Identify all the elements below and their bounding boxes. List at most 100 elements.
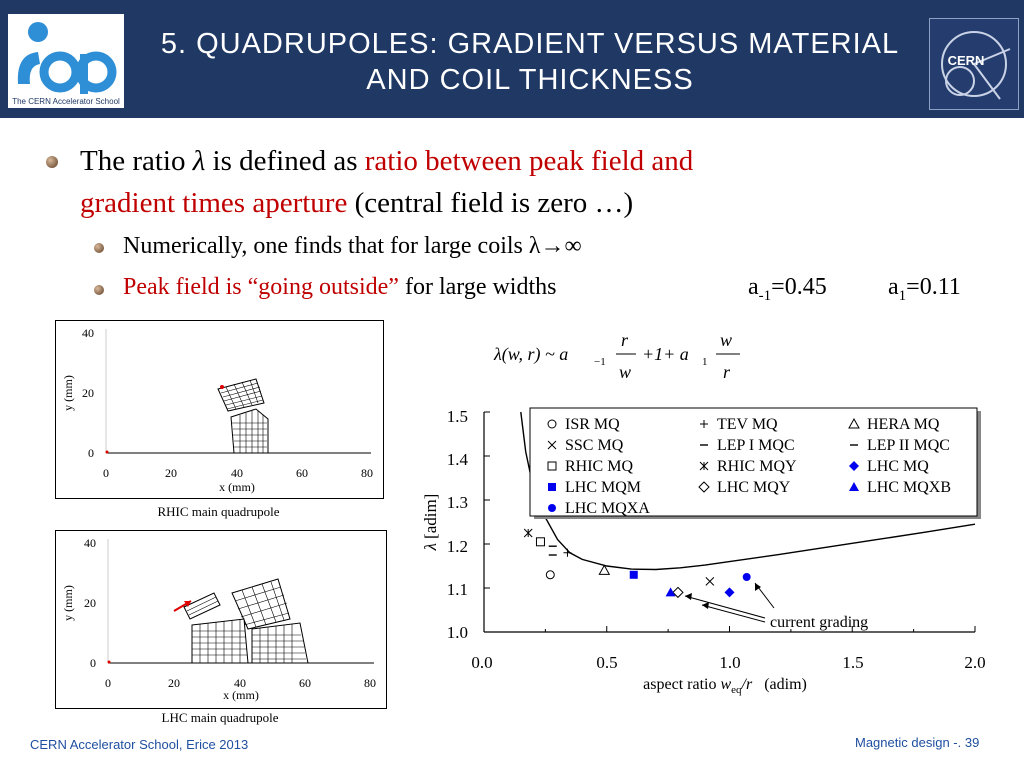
coef-label: a: [748, 274, 759, 300]
y-tick-label: 1.1: [447, 580, 468, 599]
formula-frac1-num: r: [621, 330, 629, 350]
legend-marker-icon: [700, 420, 708, 428]
main-red-2: gradient times aperture: [80, 187, 348, 219]
y-tick-label: 1.3: [447, 493, 468, 512]
annotation-arrow: [701, 604, 766, 623]
title-bar: The CERN Accelerator School 5. Quadrupol…: [0, 0, 1024, 118]
legend-marker-icon: [547, 461, 557, 471]
coefficient-a1: a1=0.11: [888, 272, 961, 311]
legend-marker-icon: [849, 461, 859, 471]
y-axis-unit: [adim]: [421, 494, 440, 539]
x-tick-label: 0: [105, 676, 111, 690]
page-title: 5. Quadrupoles: gradient versus material…: [140, 26, 920, 98]
rhic-coil-svg: 0 20 40 60 80 0 20 40 x (mm) y (mm): [61, 326, 373, 494]
x-axis-label: aspect ratio weq/r (adim): [643, 676, 807, 696]
legend-marker-icon: [547, 419, 557, 429]
legend-box: [529, 407, 978, 517]
cas-logo-caption: The CERN Accelerator School: [12, 97, 120, 106]
lambda-symbol: λ: [192, 145, 206, 177]
data-point-ssc-mq: [705, 577, 715, 586]
lhc-coil-svg: 0 20 40 60 80 0 20 40 x (mm) y (mm): [61, 536, 376, 702]
x-tick-label: 80: [364, 676, 376, 690]
y-tick-label: 1.4: [447, 450, 469, 469]
legend-label: LHC MQXA: [565, 500, 650, 517]
main-text-mid: is defined as: [205, 145, 365, 177]
annotation-group: current grading: [684, 582, 868, 631]
coef-sub: 1: [898, 287, 907, 304]
sub-bullet-1: Numerically, one finds that for large co…: [123, 233, 582, 259]
coef-value: =0.11: [906, 274, 961, 300]
x-tick-label: 1.0: [719, 653, 740, 672]
rhic-plot-caption: RHIC main quadrupole: [157, 504, 280, 519]
formula-frac1-den: w: [619, 362, 631, 382]
lhc-coil-block-lower-right: [251, 622, 309, 664]
main-text-post: (central field is zero …): [347, 187, 634, 219]
y-tick-label: 40: [82, 326, 94, 340]
data-point-lhc-mqxa: [742, 573, 751, 581]
data-point-hera-mq: [598, 564, 611, 575]
formula-lhs-sub: −1: [594, 356, 606, 368]
x-axis-label-sub: eq: [731, 684, 742, 696]
x-tick-label: 1.5: [842, 653, 863, 672]
y-axis-lambda: λ: [421, 543, 440, 551]
cern-logo-text: CERN: [948, 53, 985, 68]
x-tick-label: 20: [165, 466, 177, 480]
x-tick-label: 0: [103, 466, 109, 480]
x-tick-label: 40: [234, 676, 246, 690]
title-line-1: 5. Quadrupoles: gradient versus material: [160, 28, 900, 60]
data-point-tev-mq: [563, 548, 572, 557]
sub-bullet-icon: [94, 243, 104, 253]
cern-logo-graphic: CERN: [941, 31, 1011, 100]
main-bullet-text: The ratio λ is defined as ratio between …: [80, 140, 980, 224]
legend-label: ISR MQ: [565, 416, 620, 433]
peak-field-marker: [220, 385, 224, 389]
y-axis-label: λ [adim]: [421, 494, 440, 552]
lambda-vs-aspect-ratio-chart: ISR MQ TEV MQ HERA MQ SSC MQ LEP I MQC LEP II…: [421, 407, 986, 696]
formula-frac2-den: r: [723, 362, 731, 382]
coef-sub: -1: [758, 287, 772, 304]
bullet-icon: [46, 156, 58, 168]
cas-logo-graphic: The CERN Accelerator School: [12, 22, 120, 106]
legend-label: LHC MQY: [717, 479, 791, 496]
legend-label: LHC MQM: [565, 479, 641, 496]
legend-label: LEP II MQC: [867, 437, 950, 454]
x-tick-label: 60: [296, 466, 308, 480]
x-tick-label: 80: [361, 466, 373, 480]
main-red-1: ratio between peak field and: [364, 145, 694, 177]
legend-label: LEP I MQC: [717, 437, 795, 454]
lhc-plot-caption: LHC main quadrupole: [161, 710, 279, 725]
legend-marker-icon: [699, 461, 709, 471]
lhc-coil-block-small: [183, 592, 221, 620]
lhc-coil-block-lower-left: [191, 618, 249, 664]
sub2-rest: for large widths: [398, 274, 557, 300]
legend-label: SSC MQ: [565, 437, 624, 454]
arrow-head-icon: [685, 593, 692, 600]
legend-marker-icon: [698, 481, 710, 493]
y-axis-label-text: λ [adim]: [421, 494, 440, 552]
y-tick-label: 0: [90, 656, 96, 670]
coefficient-a-minus1: a-1=0.45: [748, 272, 827, 311]
legend-label: LHC MQ: [867, 458, 929, 475]
y-tick-label: 0: [88, 446, 94, 460]
y-tick-label: 20: [84, 596, 96, 610]
x-axis-label-post: /r: [741, 676, 753, 693]
sub-bullet-2: Peak field is “going outside” for large …: [123, 272, 556, 302]
formula-lhs: λ(w, r) ~ a: [493, 344, 568, 365]
x-tick-label: 20: [168, 676, 180, 690]
data-point-rhic-mqy: [523, 528, 533, 538]
footer-left: CERN Accelerator School, Erice 2013: [30, 737, 249, 752]
legend-label: RHIC MQY: [717, 458, 797, 475]
x-tick-label: 2.0: [964, 653, 985, 672]
annotation-arrow: [684, 595, 766, 619]
arrow-head-icon: [755, 583, 761, 591]
main-text-pre: The ratio: [80, 145, 193, 177]
legend-label: RHIC MQ: [565, 458, 633, 475]
footer-right: Magnetic design -. 39: [855, 735, 980, 750]
y-tick-label: 1.2: [447, 537, 468, 556]
y-tick-label: 1.5: [447, 407, 468, 426]
rhic-coil-block-upper: [217, 378, 265, 412]
title-line-2: and coil thickness: [366, 64, 694, 96]
cas-logo: The CERN Accelerator School: [8, 14, 124, 108]
legend-marker-icon: [849, 482, 859, 491]
formula-mid-sub: 1: [702, 356, 708, 368]
